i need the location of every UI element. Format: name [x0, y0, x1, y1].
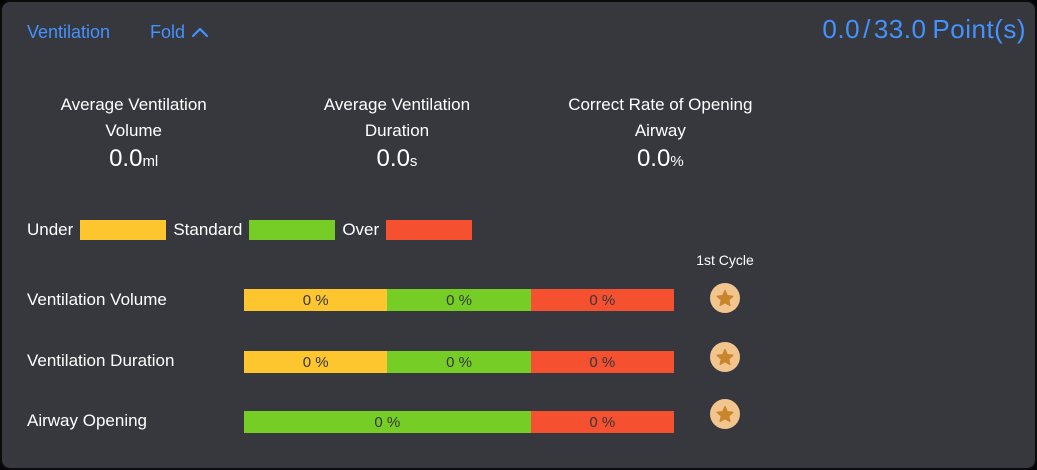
score-separator: /: [863, 14, 871, 44]
stat-label: Volume: [105, 121, 163, 140]
legend-label-under: Under: [27, 220, 74, 239]
stat-unit: ml: [142, 153, 159, 170]
row-airway-opening: Airway Opening 0 % 0 %: [2, 399, 1035, 438]
cycle-star-badge: [710, 283, 740, 313]
chevron-up-icon: [191, 27, 209, 38]
bar-segment-over: 0 %: [530, 411, 674, 433]
bar-segment-standard: 0 %: [387, 289, 531, 311]
cycle-column-header: 1st Cycle: [696, 252, 754, 268]
cycle-star-badge: [710, 342, 740, 372]
stat-value: 0.0%: [636, 145, 684, 172]
bar-segment-over: 0 %: [530, 351, 674, 373]
stat-label: Correct Rate of Opening: [568, 95, 753, 114]
legend-swatch-under: [80, 220, 167, 240]
stat-unit: s: [409, 153, 418, 170]
stat-avg-ventilation-volume: Average Ventilation Volume 0.0ml: [2, 92, 265, 177]
row-ventilation-duration: Ventilation Duration 0 % 0 % 0 %: [2, 342, 1035, 378]
stacked-bar: 0 % 0 % 0 %: [244, 351, 674, 373]
fold-toggle[interactable]: Fold: [150, 22, 209, 43]
score-current: 0.0: [822, 14, 861, 44]
bar-segment-over: 0 %: [530, 289, 674, 311]
row-label: Ventilation Volume: [27, 290, 167, 309]
stat-label: Airway: [634, 121, 686, 140]
cycle-star-badge: [710, 399, 740, 429]
stat-value: 0.0ml: [109, 145, 159, 172]
stat-correct-rate-airway: Correct Rate of Opening Airway 0.0%: [529, 92, 792, 177]
stat-value: 0.0s: [376, 145, 418, 172]
fold-label: Fold: [150, 22, 186, 42]
bar-segment-standard: 0 %: [244, 411, 531, 433]
legend: Under Standard Over: [27, 220, 473, 240]
star-icon: [715, 288, 735, 308]
score-display: 0.0/33.0 Point(s): [822, 14, 1026, 45]
legend-swatch-over: [386, 220, 473, 240]
stacked-bar: 0 % 0 % 0 %: [244, 289, 674, 311]
stats-row: Average Ventilation Volume 0.0ml Average…: [2, 92, 792, 177]
stat-label: Average Ventilation: [60, 95, 207, 114]
row-label: Airway Opening: [27, 411, 148, 430]
row-label: Ventilation Duration: [27, 351, 175, 370]
star-icon: [715, 404, 735, 424]
stacked-bar: 0 % 0 %: [244, 411, 674, 433]
score-unit: Point(s): [932, 14, 1026, 44]
panel-title: Ventilation: [27, 22, 111, 42]
bar-segment-under: 0 %: [244, 351, 388, 373]
score-total: 33.0: [873, 14, 927, 44]
bar-segment-standard: 0 %: [387, 351, 531, 373]
legend-label-standard: Standard: [173, 220, 243, 239]
bar-segment-under: 0 %: [244, 289, 388, 311]
legend-swatch-standard: [249, 220, 336, 240]
stat-unit: %: [670, 153, 684, 170]
stat-label: Duration: [364, 121, 430, 140]
star-icon: [715, 347, 735, 367]
stat-avg-ventilation-duration: Average Ventilation Duration 0.0s: [265, 92, 528, 177]
row-ventilation-volume: Ventilation Volume 0 % 0 % 0 %: [2, 283, 1035, 317]
stat-label: Average Ventilation: [323, 95, 471, 114]
legend-label-over: Over: [342, 220, 380, 239]
